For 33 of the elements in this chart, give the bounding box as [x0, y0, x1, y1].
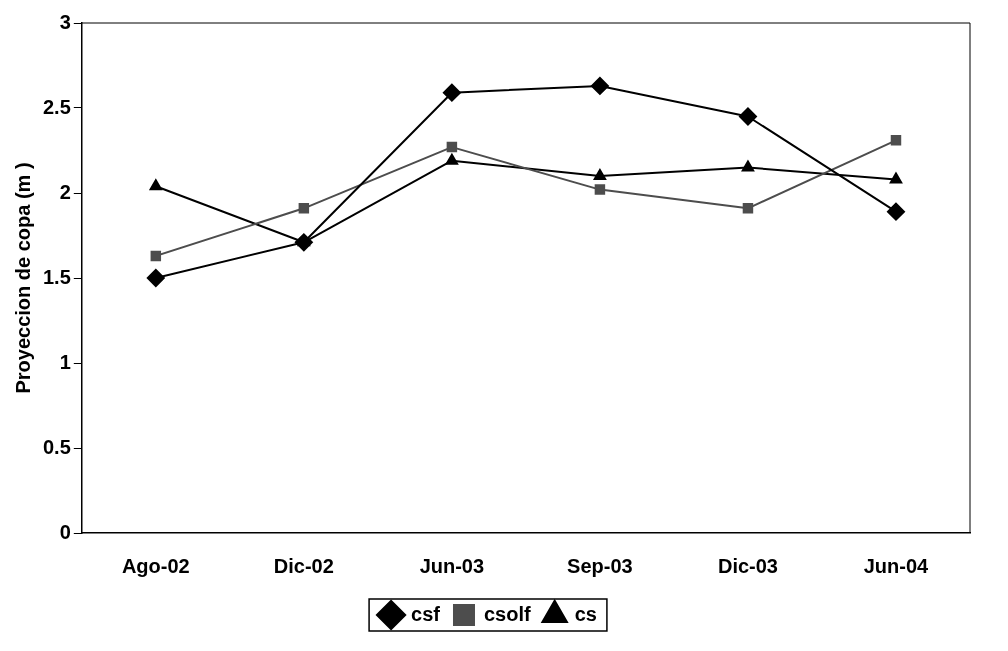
point: [889, 172, 903, 184]
x-tick-label: Ago-02: [121, 554, 190, 577]
y-tick-label: 0.5: [42, 435, 71, 458]
point: [742, 203, 754, 214]
y-tick-label: 2: [59, 180, 71, 203]
point: [146, 269, 165, 287]
y-tick-label: 1: [59, 350, 71, 373]
point: [890, 135, 902, 146]
x-tick-label: Jun-03: [419, 554, 485, 577]
y-tick-label: 0: [59, 520, 71, 543]
point: [442, 83, 461, 102]
point: [741, 160, 755, 172]
point: [738, 107, 757, 126]
point: [446, 141, 458, 153]
point: [149, 179, 163, 191]
point: [593, 169, 607, 180]
y-axis-title: Proyeccion de copa (m ): [11, 162, 34, 394]
point: [886, 202, 905, 221]
y-tick-label: 1.5: [42, 265, 71, 288]
point: [445, 153, 459, 165]
legend-label: cs: [574, 602, 597, 625]
x-tick-label: Sep-03: [567, 554, 633, 577]
point: [150, 250, 162, 262]
legend-label: csf: [411, 602, 441, 625]
point: [590, 76, 609, 95]
x-tick-label: Jun-04: [863, 554, 930, 577]
point: [298, 203, 310, 214]
x-tick-label: Dic-02: [273, 554, 334, 577]
y-tick-label: 3: [59, 10, 71, 33]
y-tick-label: 2.5: [42, 95, 71, 118]
legend-label: csolf: [483, 602, 532, 625]
point: [594, 184, 606, 195]
x-tick-label: Dic-03: [717, 554, 778, 577]
